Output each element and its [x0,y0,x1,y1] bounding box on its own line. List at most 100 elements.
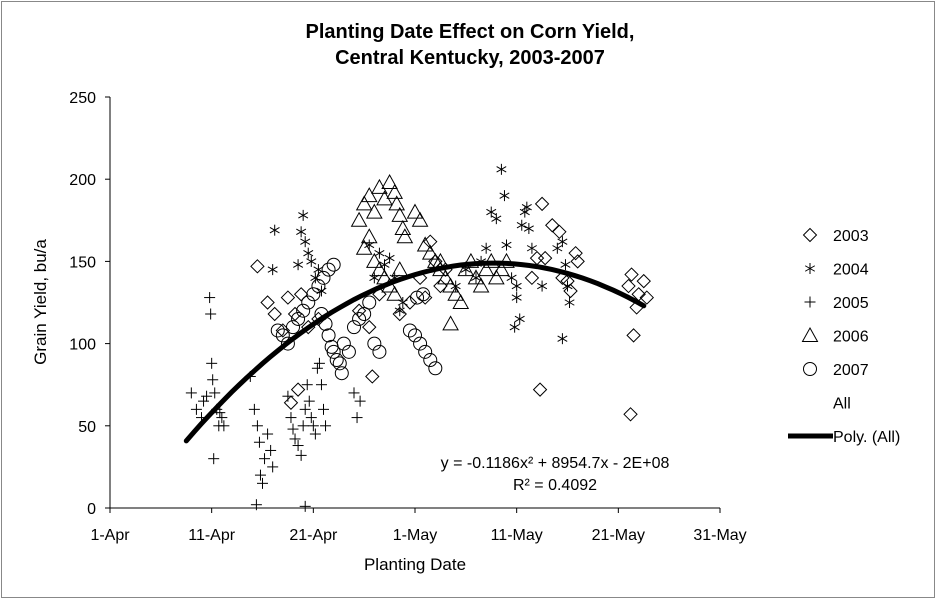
point-2007 [316,270,331,285]
chart-title-line-2: Central Kentucky, 2003-2007 [335,47,605,69]
point-2004 [267,264,278,276]
point-2007 [270,323,285,338]
point-2004 [496,163,507,175]
point-2003 [621,278,636,294]
point-2005 [185,387,197,399]
x-tick-label: 11-Apr [188,527,236,544]
point-2007 [418,344,433,359]
point-2003 [283,395,299,410]
point-2003 [639,290,655,305]
trendline-r-squared: R² = 0.4092 [513,477,597,494]
x-tick-label: 21-May [592,527,645,544]
point-2004 [516,219,527,231]
point-2005 [204,292,216,304]
point-2004 [514,313,525,325]
point-2006 [360,187,378,203]
point-2007 [301,295,316,310]
point-2005 [216,412,228,424]
point-2005 [190,403,202,415]
point-2005 [207,374,219,386]
y-tick-label: 150 [69,254,96,271]
point-2005 [262,428,274,440]
point-2004 [523,223,534,235]
point-2005 [214,407,226,419]
point-2005 [354,395,366,407]
x-tick-label: 11-May [491,527,543,544]
point-2007 [352,311,367,326]
point-2004 [557,333,568,345]
point-2006 [365,252,383,268]
point-2006 [487,269,505,285]
x-axis-title: Planting Date [364,555,466,574]
point-2004 [300,236,311,248]
point-2005 [253,436,265,448]
point-2005 [318,403,329,415]
point-2005 [320,420,332,432]
point-2005 [206,357,218,369]
legend-label: All [833,396,851,413]
point-2004 [384,252,395,264]
point-2003 [534,196,550,212]
point-2005 [254,469,266,481]
point-2006 [462,252,480,268]
point-2004 [306,255,317,267]
point-2005 [295,449,307,461]
point-2005 [205,308,217,320]
y-tick-label: 50 [78,419,96,436]
point-2003 [636,273,651,289]
point-2004 [486,206,497,218]
point-2004 [303,247,314,259]
point-2006 [498,252,515,268]
point-2004 [552,242,563,254]
point-2003 [624,267,639,282]
point-2005 [313,357,325,369]
point-2007 [372,344,387,359]
point-2005 [265,444,277,456]
point-2004 [537,280,548,292]
point-2005 [259,453,271,465]
point-2004 [521,201,532,213]
point-2003 [563,283,578,299]
point-2007 [367,336,382,351]
x-tick-label: 1-May [393,527,437,544]
point-2006 [493,261,510,277]
point-2007 [286,320,300,335]
point-2007 [275,328,290,343]
legend-label: 2003 [833,228,869,245]
trendline-poly-all [183,260,647,444]
point-2006 [452,293,470,309]
point-2007 [334,366,349,381]
point-2004 [296,226,307,238]
point-2005 [267,461,279,473]
point-2003 [392,306,407,322]
point-2005 [348,387,360,399]
legend-label: Poly. (All) [833,429,900,446]
point-2003 [524,270,540,286]
point-2003 [365,369,380,384]
point-2004 [364,239,375,251]
point-2005 [218,420,230,432]
point-2005 [299,500,311,512]
point-2004 [491,213,502,225]
point-2005 [311,362,323,374]
point-2004 [564,297,575,308]
point-2006 [421,244,439,260]
point-2005 [289,433,301,445]
point-2003 [626,328,641,343]
point-2004 [394,305,405,317]
point-2007 [329,353,344,368]
legend-marker-2007 [803,362,817,376]
point-2006 [477,261,495,277]
point-2007 [423,353,438,368]
y-axis-title: Grain Yield, bu/a [31,239,50,365]
point-2006 [467,269,485,285]
data-points [185,163,655,512]
legend-label: 2007 [833,362,869,379]
point-2006 [355,239,373,255]
point-2004 [557,236,568,248]
point-2003 [267,306,282,322]
point-2004 [501,239,512,251]
point-2003 [433,278,448,294]
point-2007 [296,303,311,318]
